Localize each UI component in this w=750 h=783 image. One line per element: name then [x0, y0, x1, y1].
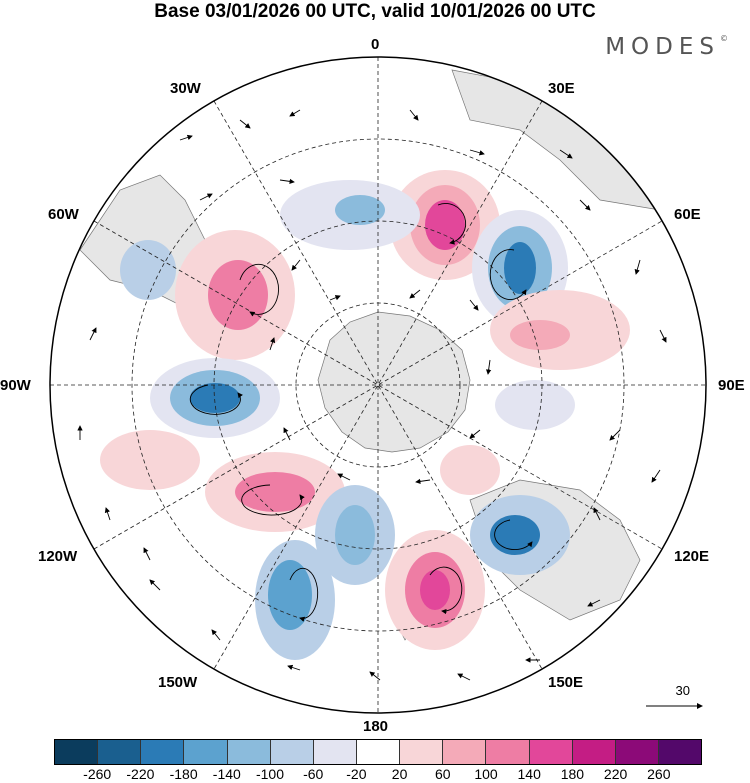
map-border: [49, 56, 707, 714]
anomaly-blob: [420, 570, 450, 610]
colorbar-tick-label: -220: [126, 766, 155, 782]
colorbar-ticks: -260 -220 -180 -140 -100 -60 -20 20 60 100 140 180 2…: [0, 766, 750, 783]
brand-mark: ©: [720, 34, 728, 43]
lon-label-120e: 120E: [674, 548, 710, 565]
lon-label-30w: 30W: [170, 80, 201, 97]
anomaly-blob: [495, 380, 575, 430]
colorbar-tick-label: 180: [560, 766, 585, 782]
colorbar-swatch: [443, 740, 487, 764]
colorbar-swatch: [486, 740, 530, 764]
colorbar-swatch: [572, 740, 616, 764]
colorbar-swatch: [141, 740, 185, 764]
colorbar: [54, 739, 702, 765]
lon-label-180: 180: [363, 718, 389, 735]
colorbar-swatch: [55, 740, 99, 764]
colorbar-tick-label: 140: [517, 766, 541, 782]
map-title: Base 03/01/2026 00 UTC, valid 10/01/2026…: [154, 1, 596, 22]
lon-label-30e: 30E: [548, 80, 575, 97]
brand-text: MODES: [605, 34, 720, 60]
colorbar-tick-label: 20: [391, 766, 408, 782]
colorbar-swatch: [400, 740, 444, 764]
lon-label-60e: 60E: [674, 206, 701, 223]
colorbar-swatch: [184, 740, 228, 764]
colorbar-tick-label: -140: [212, 766, 241, 782]
colorbar-swatch: [270, 740, 314, 764]
colorbar-tick-label: 260: [647, 766, 671, 782]
anomaly-blob: [425, 200, 465, 250]
anomaly-blob: [235, 472, 315, 512]
anomaly-fields: [100, 170, 630, 660]
colorbar-tick-label: 60: [435, 766, 451, 782]
colorbar-swatch: [615, 740, 659, 764]
colorbar-swatch: [658, 740, 702, 764]
colorbar-tick-label: 100: [474, 766, 498, 782]
graticule: [50, 57, 706, 713]
polar-map: [49, 56, 707, 714]
anomaly-blob: [190, 383, 240, 413]
anomaly-blob: [120, 240, 176, 300]
lon-label-120w: 120W: [38, 548, 78, 565]
anomaly-blob: [100, 430, 200, 490]
colorbar-tick-label: -180: [169, 766, 198, 782]
colorbar-tick-label: 220: [603, 766, 628, 782]
lon-label-150e: 150E: [548, 674, 584, 691]
anomaly-blob: [335, 505, 375, 565]
lon-label-0: 0: [371, 36, 380, 53]
colorbar-swatch: [227, 740, 271, 764]
colorbar-tick-label: -100: [255, 766, 285, 782]
lon-label-60w: 60W: [48, 206, 79, 223]
anomaly-blob: [268, 560, 312, 630]
anomaly-blob: [335, 195, 385, 225]
lon-label-150w: 150W: [158, 674, 198, 691]
colorbar-swatch: [98, 740, 142, 764]
vector-scale-label: 30: [675, 683, 690, 698]
colorbar-tick-label: -60: [303, 766, 324, 782]
anomaly-blob: [440, 445, 500, 495]
colorbar-swatch: [529, 740, 573, 764]
modes-logo: MODES©: [605, 34, 728, 60]
anomaly-blob: [208, 260, 268, 330]
lon-label-90w: 90W: [0, 377, 31, 394]
lon-label-90e: 90E: [718, 377, 745, 394]
colorbar-swatch: [313, 740, 357, 764]
antarctica: [317, 311, 471, 453]
colorbar-tick-label: -260: [83, 766, 112, 782]
anomaly-blob: [510, 320, 570, 350]
anomaly-blob: [504, 242, 536, 294]
colorbar-swatch: [356, 740, 401, 764]
colorbar-tick-label: -20: [346, 766, 367, 782]
anomaly-blob: [490, 515, 540, 555]
